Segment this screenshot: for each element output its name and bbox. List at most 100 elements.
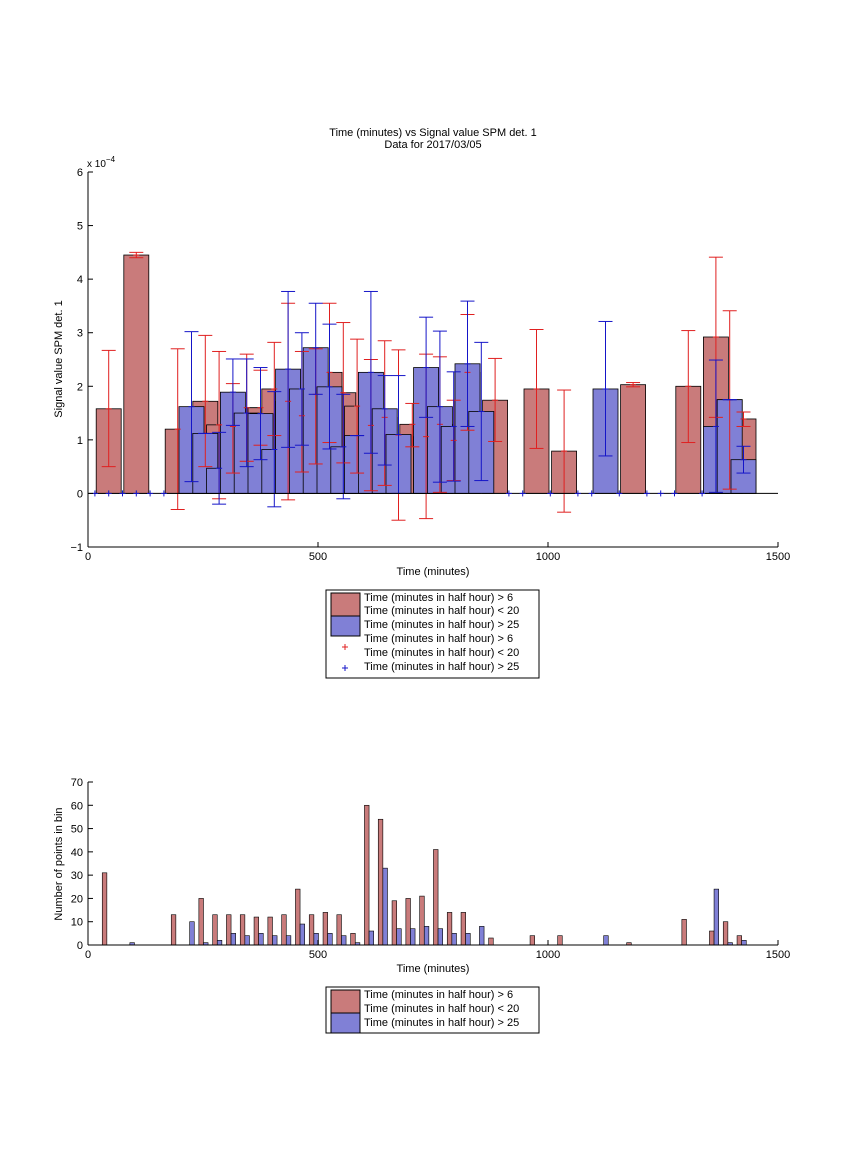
histogram-legend-entry-3: Time (minutes in half hour) > 25 xyxy=(364,1017,519,1029)
histogram-y-tick-label: 50 xyxy=(71,824,83,836)
red-histogram-bar xyxy=(350,933,356,946)
red-histogram-bar xyxy=(529,935,535,946)
x-tick-label: 0 xyxy=(85,551,91,563)
y-tick-label: −1 xyxy=(70,542,83,554)
blue-error-bar xyxy=(322,323,337,450)
red-error-bar xyxy=(350,338,365,474)
legend-entry-3: Time (minutes in half hour) > 25 xyxy=(364,619,519,631)
x-tick-label: 500 xyxy=(309,551,327,563)
zero-marker xyxy=(547,490,554,497)
zero-marker xyxy=(119,490,126,497)
blue-error-bar xyxy=(363,290,378,454)
histogram-y-tick-label: 20 xyxy=(71,893,83,905)
red-histogram-bar xyxy=(391,900,397,946)
y-exponent-power: −4 xyxy=(106,155,116,164)
blue-histogram-bar xyxy=(216,940,223,946)
histogram-y-tick-label: 0 xyxy=(77,940,83,952)
blue-error-bar xyxy=(294,332,309,446)
zero-marker xyxy=(105,490,112,497)
red-histogram-bar xyxy=(281,914,287,946)
y-exponent-label: x 10−4 xyxy=(87,155,116,170)
blue-histogram-bar xyxy=(479,926,485,946)
blue-histogram-bar xyxy=(327,933,333,946)
legend-plus-red xyxy=(342,644,348,650)
blue-histogram-bar xyxy=(272,935,278,946)
y-tick-label: 5 xyxy=(77,221,83,233)
blue-error-bar xyxy=(598,320,613,457)
red-error-bar xyxy=(129,251,144,259)
red-error-bar xyxy=(557,389,572,513)
error-bar-layer xyxy=(101,251,751,521)
blue-histogram-bar xyxy=(437,928,443,946)
blue-error-bar xyxy=(212,431,227,505)
y-exponent-base: x 10 xyxy=(87,159,106,170)
histogram-bar-layer xyxy=(101,804,747,946)
red-error-bar xyxy=(198,334,213,468)
blue-error-bar xyxy=(239,358,254,468)
red-histogram-bar xyxy=(198,898,204,946)
red-histogram-bar xyxy=(322,912,328,946)
histogram-legend: Time (minutes in half hour) > 6 Time (mi… xyxy=(325,986,540,1034)
legend-entry-2: Time (minutes in half hour) < 20 xyxy=(364,605,519,617)
blue-histogram-bar xyxy=(258,933,264,946)
blue-histogram-bar xyxy=(299,923,305,946)
legend-plus-blue xyxy=(342,665,348,671)
signal-chart: Time (minutes) vs Signal value SPM det. … xyxy=(53,127,790,578)
red-error-bar xyxy=(736,411,751,427)
histogram-x-tick-label: 0 xyxy=(85,949,91,961)
blue-histogram-bar xyxy=(423,926,430,946)
blue-histogram-bar xyxy=(382,867,388,946)
blue-error-bar xyxy=(460,300,475,427)
chart-subtitle: Data for 2017/03/05 xyxy=(384,139,481,151)
blue-histogram-bar xyxy=(368,930,374,946)
blue-error-bar xyxy=(432,330,447,483)
blue-error-bar xyxy=(708,359,723,493)
histogram-legend-entry-1: Time (minutes in half hour) > 6 xyxy=(364,989,513,1001)
histogram-legend-swatch-red xyxy=(330,989,361,1014)
blue-histogram-bar xyxy=(341,935,347,946)
blue-histogram-bar xyxy=(285,935,292,946)
x-tick-label: 1500 xyxy=(766,551,790,563)
histogram-legend-box xyxy=(325,986,540,1034)
zero-marker xyxy=(519,490,526,497)
zero-marker xyxy=(643,490,650,497)
red-histogram-bar xyxy=(267,916,273,946)
red-histogram-bar xyxy=(446,912,453,946)
red-histogram-bar xyxy=(722,921,729,946)
histogram-y-axis-label: Number of points in bin xyxy=(53,807,65,920)
histogram-y-tick-label: 70 xyxy=(71,777,83,789)
zero-marker xyxy=(160,490,167,497)
blue-histogram-bar xyxy=(713,888,719,946)
blue-error-bar xyxy=(308,302,323,395)
red-histogram-bar xyxy=(736,935,742,946)
red-histogram-bar xyxy=(709,930,715,946)
blue-histogram-bar xyxy=(230,933,236,946)
zero-marker xyxy=(574,490,581,497)
red-histogram-bar xyxy=(377,818,384,946)
red-bar xyxy=(620,384,646,494)
y-tick-label: 4 xyxy=(77,274,83,286)
y-tick-label: 3 xyxy=(77,328,83,340)
blue-error-bar xyxy=(281,290,296,448)
zero-marker xyxy=(657,490,664,497)
red-error-bar xyxy=(101,349,116,468)
blue-histogram-bar xyxy=(396,928,402,946)
zero-marker xyxy=(133,490,140,497)
red-histogram-bar xyxy=(681,919,687,946)
legend-entry-6: Time (minutes in half hour) > 25 xyxy=(364,661,519,673)
x-tick-label: 1000 xyxy=(536,551,560,563)
red-histogram-bar xyxy=(101,872,108,946)
red-error-bar xyxy=(170,348,185,510)
blue-histogram-bar xyxy=(244,935,250,946)
legend-entry-4: Time (minutes in half hour) > 6 xyxy=(364,633,513,645)
red-error-bar xyxy=(626,382,641,388)
blue-error-bar xyxy=(377,375,392,466)
chart-title: Time (minutes) vs Signal value SPM det. … xyxy=(329,127,536,139)
y-tick-label: 1 xyxy=(77,435,83,447)
legend-box xyxy=(325,589,540,679)
y-axis-label: Signal value SPM det. 1 xyxy=(53,300,65,417)
blue-histogram-bar xyxy=(465,933,471,946)
red-histogram-bar xyxy=(419,895,425,946)
